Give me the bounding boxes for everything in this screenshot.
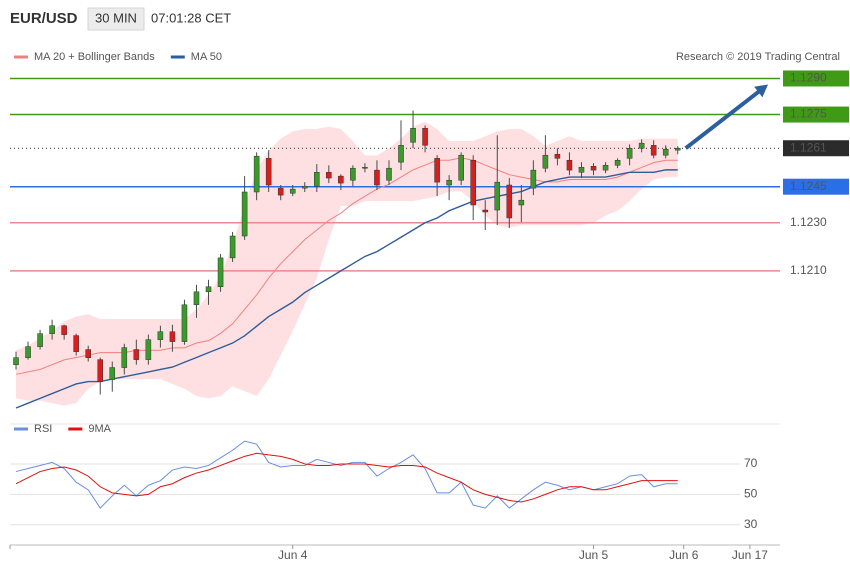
candle-body — [314, 172, 320, 187]
candle-body — [253, 155, 260, 193]
candle-body — [470, 160, 476, 206]
candle-body — [518, 199, 525, 206]
candle-body — [554, 153, 561, 159]
candle-body — [434, 158, 440, 183]
candle-body — [241, 191, 248, 237]
x-tick-label: Jun 6 — [669, 548, 699, 562]
candle-body — [169, 331, 176, 342]
candle-body — [626, 147, 633, 159]
candle-body — [13, 357, 19, 365]
x-tick-label: Jun 4 — [278, 548, 308, 562]
candle-body — [181, 304, 188, 342]
candle-body — [350, 167, 356, 181]
series-line — [15, 452, 678, 503]
candle-body — [458, 154, 464, 181]
candle-body — [422, 128, 428, 146]
candle-body — [410, 128, 416, 143]
level-label-box — [783, 106, 849, 123]
x-tick-label: Jun 17 — [732, 548, 768, 562]
candle-body — [61, 325, 67, 335]
level-label: 1.1275 — [790, 107, 827, 121]
candle-body — [338, 175, 344, 184]
level-label-box — [783, 178, 849, 195]
x-tick-label: Jun 5 — [579, 548, 609, 562]
interval-box — [87, 7, 145, 31]
candle-body — [650, 145, 657, 156]
candle-body — [590, 166, 597, 171]
candle-body — [217, 257, 224, 288]
candle-body — [566, 160, 573, 171]
candle-body — [157, 331, 164, 340]
candle-body — [674, 147, 681, 151]
candle-body — [362, 166, 368, 169]
level-label-box — [783, 140, 849, 157]
candle-body — [578, 166, 585, 173]
candle-body — [530, 169, 537, 189]
level-label: 1.1261 — [790, 140, 827, 154]
legend-label: MA 20 + Bollinger Bands — [34, 51, 155, 63]
level-label: 1.1290 — [790, 71, 827, 85]
candle-body — [121, 347, 128, 368]
candle-body — [97, 359, 104, 382]
legend-label: MA 50 — [191, 51, 222, 63]
candle-body — [506, 184, 513, 219]
forecast-arrow — [684, 89, 761, 150]
candle-body — [49, 325, 55, 334]
candle-body — [145, 339, 152, 360]
candle-body — [614, 160, 621, 166]
candle-body — [205, 286, 212, 293]
candle-body — [229, 235, 236, 259]
candle-body — [301, 185, 308, 189]
candle-body — [542, 154, 549, 169]
candle-body — [482, 209, 489, 213]
candle-body — [73, 335, 79, 352]
candle-body — [446, 179, 452, 186]
candle-body — [109, 367, 116, 380]
legend-label: RSI — [34, 423, 52, 435]
y-tick-label: 70 — [744, 456, 758, 470]
candle-body — [638, 142, 645, 149]
candle-body — [386, 167, 392, 181]
symbol: EUR/USD — [10, 10, 78, 27]
candle-body — [662, 148, 669, 156]
candle-body — [602, 165, 609, 171]
candle-body — [289, 188, 296, 194]
candle-body — [494, 181, 501, 211]
legend-label: 9MA — [88, 423, 111, 435]
level-label: 1.1230 — [790, 215, 827, 229]
credit: Research © 2019 Trading Central — [676, 51, 840, 63]
candle-body — [326, 172, 332, 179]
candle-body — [85, 349, 91, 358]
level-label: 1.1245 — [790, 179, 827, 193]
candle-body — [374, 169, 380, 186]
candle-body — [193, 291, 200, 306]
interval: 30 MIN — [95, 10, 137, 25]
candle-body — [133, 349, 140, 360]
level-label-box — [783, 70, 849, 87]
candle-body — [265, 158, 272, 186]
y-tick-label: 30 — [744, 517, 758, 531]
forecast-arrowhead — [754, 84, 768, 98]
y-tick-label: 50 — [744, 487, 758, 501]
candle-body — [37, 333, 43, 347]
moving-average — [15, 169, 678, 409]
candle-body — [277, 187, 284, 196]
time: 07:01:28 CET — [151, 10, 231, 25]
candle-body — [398, 145, 404, 163]
level-label: 1.1210 — [790, 263, 827, 277]
candle-body — [25, 346, 31, 358]
